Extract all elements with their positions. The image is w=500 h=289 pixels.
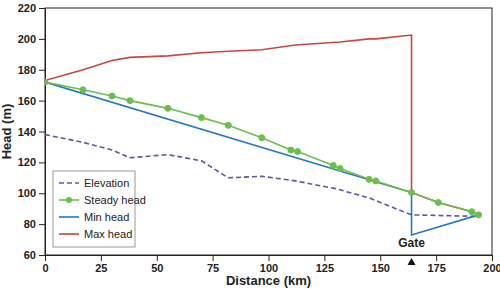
tick-label: 220 — [18, 2, 36, 14]
legend-box — [53, 171, 135, 247]
marker — [127, 98, 133, 104]
tick-mark — [39, 224, 45, 225]
y-axis: 60 80 100 120 140 160 180 200 220 — [18, 2, 46, 261]
tick: 50 — [151, 255, 163, 274]
plot: 0 25 50 75 100 125 150 175 200 60 80 100 120 140 160 18… — [18, 2, 500, 274]
tick-mark — [39, 101, 45, 102]
tick-label: 150 — [372, 262, 390, 274]
legend-label: Min head — [84, 211, 129, 223]
tick: 25 — [95, 255, 107, 274]
marks — [45, 35, 482, 235]
tick-label: 60 — [24, 249, 36, 261]
tick-label: 125 — [316, 262, 334, 274]
marker — [366, 176, 372, 182]
tick: 60 — [24, 249, 45, 261]
tick: 80 — [24, 218, 45, 230]
tick-mark — [39, 8, 45, 9]
tick: 220 — [18, 2, 45, 14]
marker — [435, 200, 441, 206]
marker — [330, 162, 336, 168]
tick-mark — [39, 132, 45, 133]
tick: 150 — [372, 255, 390, 274]
plot-frame — [45, 8, 492, 255]
marker — [259, 135, 265, 141]
series-line — [45, 35, 479, 215]
tick: 160 — [18, 95, 45, 107]
marker — [225, 122, 231, 128]
legend-swatch — [59, 233, 79, 235]
marker — [165, 105, 171, 111]
tick-mark — [39, 255, 45, 256]
legend-label: Elevation — [84, 177, 129, 189]
axis-line — [45, 9, 46, 256]
tick: 75 — [207, 255, 219, 274]
tick: 140 — [18, 126, 45, 138]
tick-mark — [39, 70, 45, 71]
tick-mark — [39, 39, 45, 40]
marker — [469, 209, 475, 215]
tick-label: 25 — [95, 262, 107, 274]
marker — [476, 212, 482, 218]
marker — [198, 115, 204, 121]
tick-mark — [39, 193, 45, 194]
tick-mark — [324, 255, 325, 261]
tick-label: 200 — [18, 33, 36, 45]
tick: 100 — [260, 255, 278, 274]
legend-swatch — [59, 182, 79, 184]
tick-mark — [436, 255, 437, 261]
marker — [288, 147, 294, 153]
marker — [80, 87, 86, 93]
tick-label: 80 — [24, 218, 36, 230]
tick: 0 — [42, 255, 48, 274]
tick-mark — [45, 255, 46, 261]
series-line — [45, 82, 479, 215]
tick-label: 140 — [18, 126, 36, 138]
marker — [409, 189, 415, 195]
tick: 180 — [18, 64, 45, 76]
tick: 100 — [18, 187, 45, 199]
series-line — [45, 82, 479, 235]
tick-label: 175 — [427, 262, 445, 274]
chart: 0 25 50 75 100 125 150 175 200 60 80 100 120 140 160 18… — [0, 0, 500, 289]
annotation: Gate — [398, 236, 425, 250]
legend: Elevation Steady head Min head Max head — [53, 171, 146, 247]
x-axis-title: Distance (km) — [226, 273, 311, 288]
tick-label: 0 — [42, 262, 48, 274]
marker — [45, 79, 48, 85]
legend-label: Steady head — [84, 194, 146, 206]
gate-marker — [408, 258, 416, 265]
tick: 175 — [427, 255, 445, 274]
tick: 200 — [483, 255, 500, 274]
tick-label: 50 — [151, 262, 163, 274]
tick-label: 120 — [18, 156, 36, 168]
tick-mark — [157, 255, 158, 261]
tick-label: 100 — [260, 262, 278, 274]
marker — [373, 178, 379, 184]
tick-label: 180 — [18, 64, 36, 76]
tick-mark — [101, 255, 102, 261]
marker — [337, 166, 343, 172]
tick-mark — [213, 255, 214, 261]
tick-label: 160 — [18, 95, 36, 107]
tick-label: 200 — [483, 262, 500, 274]
x-axis: 0 25 50 75 100 125 150 175 200 — [42, 255, 500, 274]
legend-marker — [66, 197, 72, 203]
tick-label: 75 — [207, 262, 219, 274]
tick-mark — [39, 162, 45, 163]
tick-mark — [380, 255, 381, 261]
tick: 120 — [18, 156, 45, 168]
tick: 200 — [18, 33, 45, 45]
tick: 125 — [316, 255, 334, 274]
marker — [295, 149, 301, 155]
tick-label: 100 — [18, 187, 36, 199]
legend-label: Max head — [84, 228, 132, 240]
legend-swatch — [59, 216, 79, 218]
y-axis-title: Head (m) — [0, 104, 14, 160]
tick-mark — [492, 255, 493, 261]
tick-mark — [269, 255, 270, 261]
marker — [109, 93, 115, 99]
